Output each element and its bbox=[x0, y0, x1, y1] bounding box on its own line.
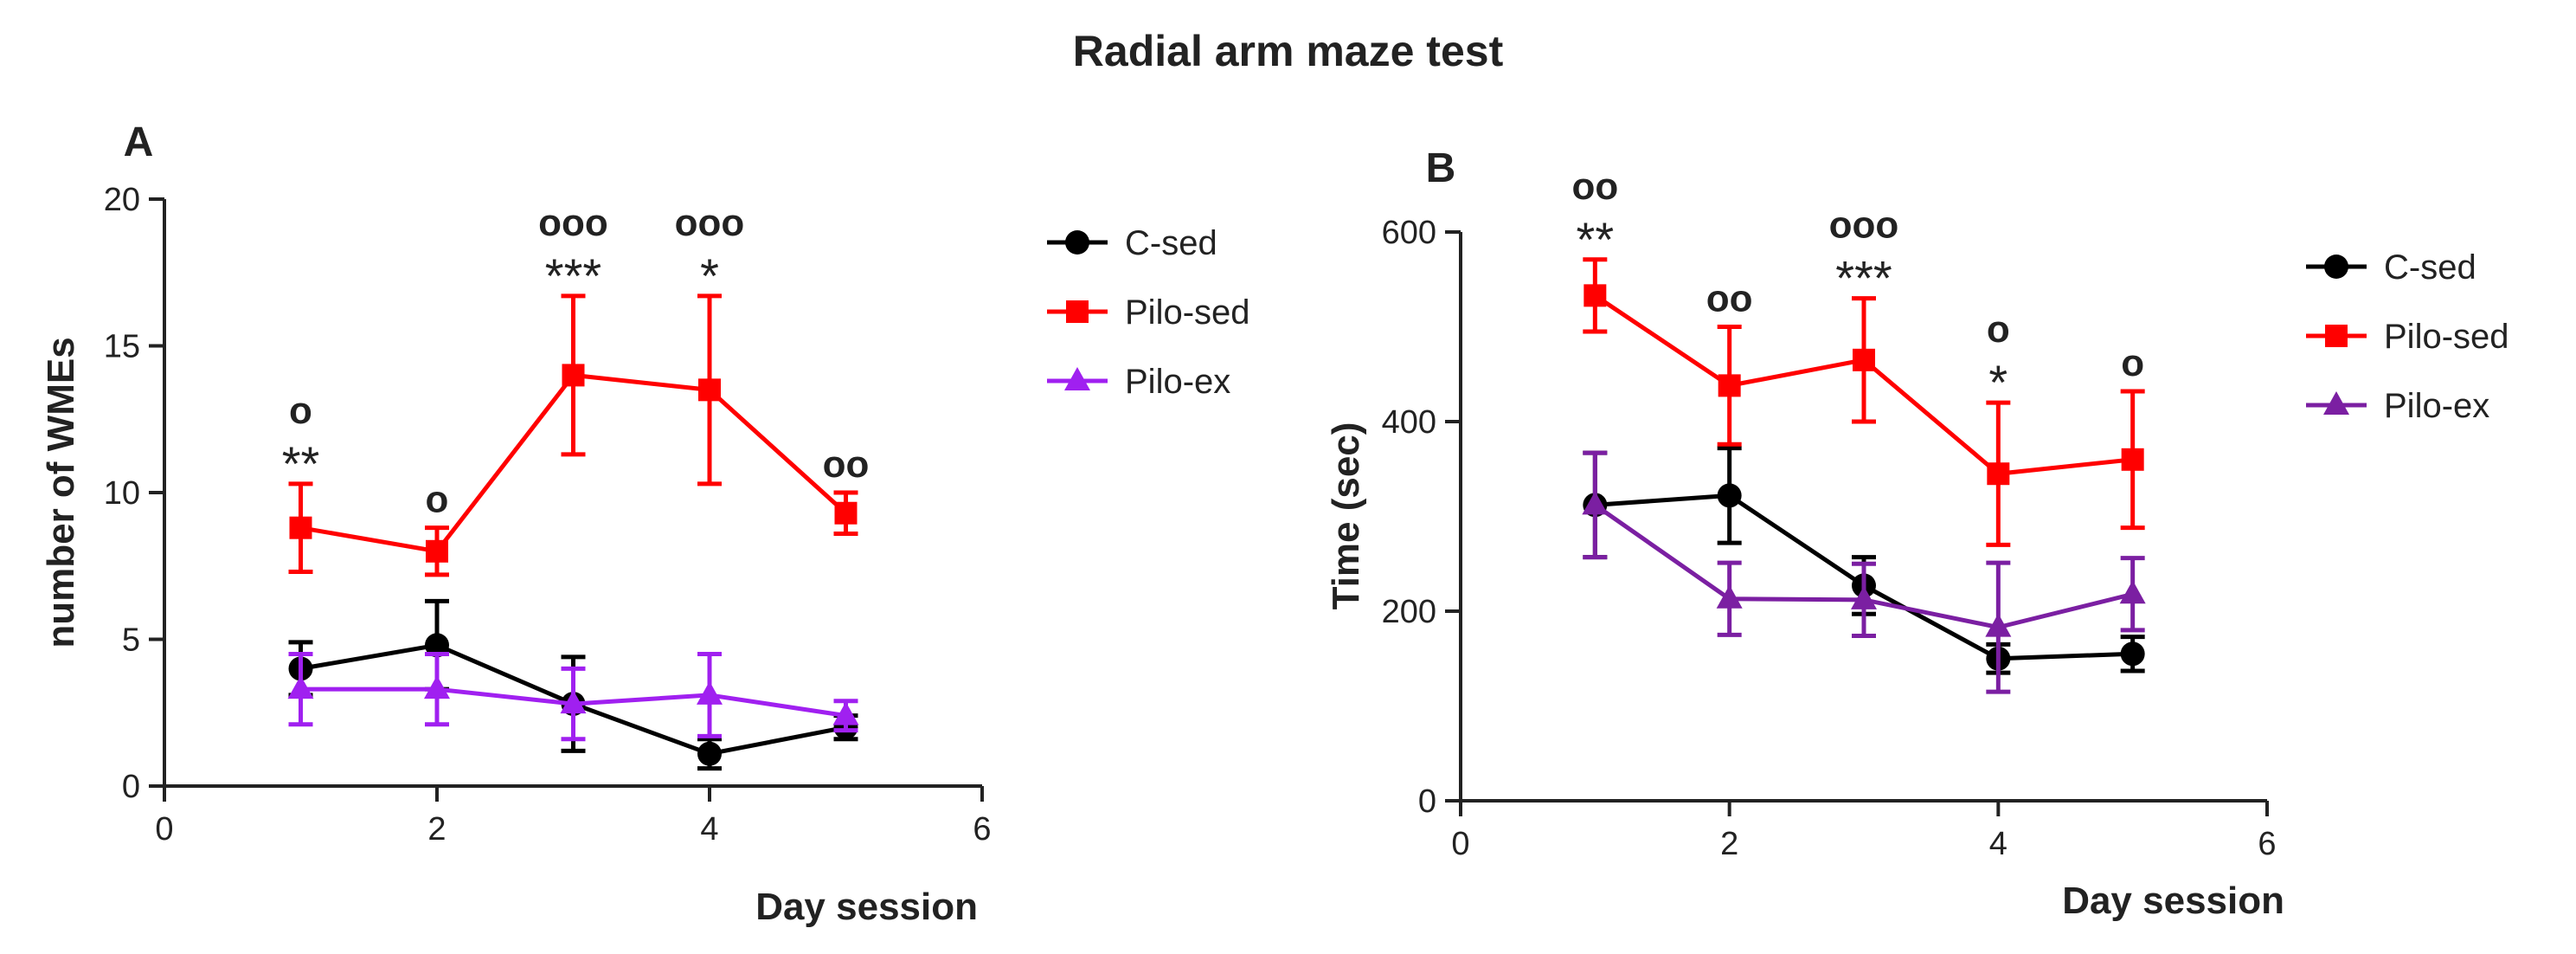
data-point-pilo-ex bbox=[287, 675, 314, 699]
significance-mark: ooo bbox=[1829, 204, 1899, 247]
significance-mark: oo bbox=[1706, 278, 1753, 320]
significance-mark: o bbox=[2121, 342, 2144, 384]
x-tick-label: 2 bbox=[427, 811, 446, 848]
panel-label: B bbox=[1426, 145, 1456, 191]
data-point-pilo-sed bbox=[1853, 348, 1875, 371]
data-point-c-sed bbox=[2120, 641, 2145, 667]
x-tick-label: 4 bbox=[700, 811, 718, 848]
significance-mark: ooo bbox=[538, 202, 608, 244]
data-point-pilo-ex bbox=[832, 701, 859, 725]
legend-label: Pilo-ex bbox=[2384, 387, 2489, 425]
y-tick-label: 15 bbox=[104, 329, 140, 365]
data-point-pilo-sed bbox=[426, 539, 448, 563]
significance-mark: ** bbox=[282, 436, 320, 491]
x-axis-label: Day session bbox=[755, 886, 978, 928]
significance-mark: o bbox=[1987, 308, 2010, 351]
legend-label: C-sed bbox=[1125, 224, 1217, 262]
data-point-pilo-sed bbox=[1584, 284, 1607, 307]
data-point-pilo-sed bbox=[289, 516, 312, 539]
data-point-c-sed bbox=[697, 741, 722, 766]
x-tick-label: 6 bbox=[973, 811, 991, 848]
legend-marker bbox=[1066, 300, 1089, 323]
y-tick-label: 0 bbox=[122, 769, 140, 805]
y-tick-label: 200 bbox=[1382, 594, 1436, 630]
y-tick-label: 10 bbox=[104, 475, 140, 512]
data-point-pilo-sed bbox=[1987, 462, 2010, 486]
data-point-c-sed bbox=[1717, 483, 1742, 508]
x-axis-label: Day session bbox=[2062, 880, 2284, 922]
panel-label: A bbox=[124, 119, 154, 165]
data-point-pilo-ex bbox=[1851, 585, 1877, 609]
data-point-pilo-sed bbox=[1718, 374, 1741, 397]
figure-title: Radial arm maze test bbox=[1072, 27, 1504, 75]
legend-marker bbox=[2324, 255, 2348, 279]
legend-label: Pilo-sed bbox=[1125, 293, 1250, 332]
y-tick-label: 5 bbox=[122, 622, 140, 659]
significance-mark: o bbox=[289, 390, 312, 432]
data-point-pilo-sed bbox=[562, 364, 585, 387]
significance-mark: ** bbox=[1577, 212, 1615, 267]
legend-marker bbox=[2323, 391, 2349, 415]
x-tick-label: 6 bbox=[2258, 826, 2276, 862]
data-point-pilo-sed bbox=[834, 501, 858, 525]
legend-label: Pilo-sed bbox=[2384, 318, 2509, 356]
x-tick-label: 0 bbox=[1451, 826, 1469, 862]
legend-marker bbox=[2325, 325, 2348, 347]
y-tick-label: 400 bbox=[1382, 404, 1436, 441]
x-tick-label: 2 bbox=[1720, 826, 1738, 862]
legend-label: C-sed bbox=[2384, 248, 2476, 287]
data-point-c-sed bbox=[425, 633, 449, 658]
data-point-pilo-ex bbox=[424, 675, 450, 699]
x-tick-label: 4 bbox=[1989, 826, 2007, 862]
significance-mark: * bbox=[1988, 355, 2007, 409]
significance-mark: o bbox=[426, 479, 449, 521]
significance-mark: *** bbox=[545, 248, 601, 303]
y-axis-label: Time (sec) bbox=[1325, 422, 1367, 610]
data-point-pilo-ex bbox=[560, 690, 587, 714]
data-point-pilo-ex bbox=[1716, 584, 1743, 609]
legend-marker bbox=[1064, 367, 1090, 390]
significance-mark: ooo bbox=[675, 202, 745, 244]
data-point-pilo-sed bbox=[698, 378, 721, 402]
legend-marker bbox=[1065, 230, 1089, 255]
data-point-pilo-ex bbox=[697, 680, 723, 705]
data-point-pilo-ex bbox=[2119, 580, 2146, 604]
x-tick-label: 0 bbox=[155, 811, 173, 848]
significance-mark: *** bbox=[1835, 251, 1892, 306]
y-tick-label: 600 bbox=[1382, 215, 1436, 251]
significance-mark: oo bbox=[1571, 165, 1618, 208]
significance-mark: * bbox=[700, 248, 719, 303]
y-tick-label: 20 bbox=[104, 182, 140, 218]
significance-mark: oo bbox=[823, 443, 870, 486]
legend-label: Pilo-ex bbox=[1125, 363, 1230, 401]
y-axis-label: number of WMEs bbox=[40, 337, 82, 648]
y-tick-label: 0 bbox=[1418, 783, 1436, 820]
data-point-pilo-sed bbox=[2121, 448, 2144, 471]
data-point-pilo-ex bbox=[1582, 491, 1609, 515]
data-point-pilo-ex bbox=[1985, 613, 2012, 637]
